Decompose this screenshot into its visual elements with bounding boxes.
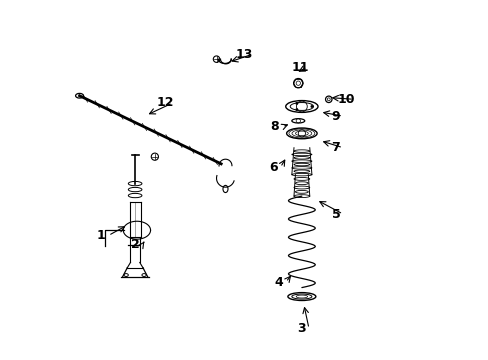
Circle shape — [293, 78, 303, 88]
Text: 10: 10 — [337, 93, 355, 106]
Text: 12: 12 — [157, 96, 174, 109]
Text: 6: 6 — [268, 161, 277, 174]
Text: 3: 3 — [297, 322, 305, 335]
Ellipse shape — [286, 128, 317, 139]
Text: 9: 9 — [331, 110, 340, 123]
Text: 2: 2 — [130, 238, 139, 251]
Ellipse shape — [287, 293, 315, 301]
Circle shape — [295, 102, 298, 105]
Circle shape — [325, 96, 331, 103]
Circle shape — [295, 108, 298, 111]
Text: 8: 8 — [270, 121, 279, 134]
Text: 1: 1 — [97, 229, 105, 242]
Ellipse shape — [76, 93, 83, 98]
Text: 13: 13 — [235, 48, 253, 61]
Text: 5: 5 — [331, 208, 340, 221]
Ellipse shape — [124, 274, 128, 276]
Circle shape — [151, 153, 158, 160]
Text: 4: 4 — [274, 276, 283, 289]
Ellipse shape — [142, 274, 146, 276]
Text: 11: 11 — [291, 60, 308, 73]
Circle shape — [310, 105, 313, 108]
Text: 7: 7 — [331, 141, 340, 154]
Circle shape — [213, 56, 219, 62]
Ellipse shape — [285, 100, 317, 112]
Ellipse shape — [291, 119, 304, 123]
